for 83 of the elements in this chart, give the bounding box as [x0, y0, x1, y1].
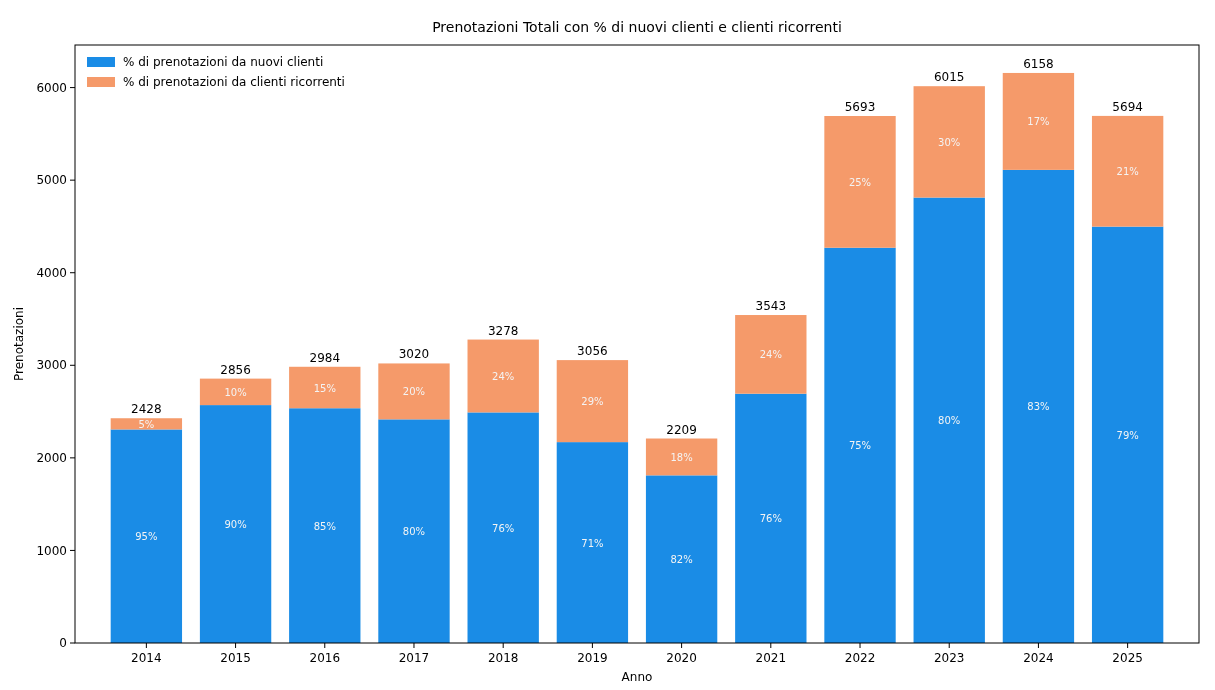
- total-label: 2856: [220, 362, 251, 377]
- bar: [645, 475, 718, 643]
- x-tick-label: 2016: [309, 651, 341, 665]
- y-tick-label: 1000: [36, 543, 67, 558]
- annotation: 82%: [670, 554, 693, 566]
- total-label: 3020: [398, 347, 430, 362]
- x-tick-label: 2020: [666, 651, 697, 665]
- total-label: 3543: [755, 299, 787, 314]
- x-tick-label: 2025: [1112, 651, 1143, 665]
- total-label: 2984: [309, 350, 341, 365]
- chart-title: Prenotazioni Totali con % di nuovi clienti e clienti ricorrenti: [432, 19, 842, 35]
- bar: [467, 412, 539, 643]
- y-tick-label: 6000: [36, 80, 67, 95]
- annotation: 85%: [313, 520, 336, 532]
- x-tick-label: 2021: [755, 651, 787, 665]
- total-label: 3056: [577, 344, 608, 359]
- annotation: 25%: [848, 176, 872, 188]
- total-label: 6015: [933, 70, 965, 85]
- total-label: 5693: [844, 100, 876, 114]
- y-tick-label: 4000: [36, 265, 67, 280]
- legend-label: % di prenotazioni da nuovi clienti: [123, 55, 324, 69]
- annotation: 95%: [135, 531, 158, 543]
- x-tick-label: 2017: [398, 651, 430, 665]
- annotation: 75%: [848, 440, 872, 452]
- bar: [467, 339, 539, 413]
- bar: [735, 315, 807, 394]
- total-label: 2209: [666, 422, 697, 437]
- y-tick-label: 0: [59, 636, 67, 651]
- x-tick-label: 2019: [577, 651, 608, 665]
- y-axis-title: Prenotazioni: [12, 307, 26, 381]
- bar: [378, 363, 450, 420]
- bar: [1002, 169, 1075, 643]
- annotation: 20%: [402, 386, 426, 398]
- annotation: 10%: [224, 386, 247, 398]
- x-tick-label: 2023: [933, 651, 965, 665]
- bar: [199, 405, 272, 643]
- annotation: 80%: [938, 415, 961, 427]
- annotation: 24%: [759, 349, 782, 361]
- bar: [289, 366, 361, 409]
- total-label: 5694: [1112, 99, 1143, 114]
- bar: [556, 360, 629, 443]
- annotation: 21%: [1116, 166, 1139, 178]
- annotation: 17%: [1027, 116, 1050, 128]
- y-tick-label: 5000: [36, 173, 67, 188]
- total-label: 6158: [1023, 56, 1054, 71]
- bar: [1091, 226, 1164, 643]
- total-label: 2428: [131, 402, 162, 417]
- annotation: 80%: [402, 526, 426, 538]
- bar: [824, 247, 896, 643]
- bar: [289, 408, 361, 643]
- x-tick-label: 2018: [487, 651, 519, 665]
- annotation: 76%: [492, 522, 515, 534]
- x-tick-label: 2014: [131, 651, 162, 665]
- annotation: 90%: [224, 519, 247, 531]
- annotation: 29%: [581, 396, 604, 408]
- annotation: 83%: [1027, 401, 1050, 413]
- legend-label: % di prenotazioni da clienti ricorrenti: [123, 75, 345, 89]
- bar: [1002, 72, 1075, 170]
- total-label: 3278: [487, 323, 519, 338]
- bar: [110, 429, 183, 643]
- bar: [199, 378, 272, 406]
- bar: [556, 442, 629, 643]
- y-tick-label: 2000: [36, 451, 67, 466]
- annotation: 79%: [1116, 429, 1139, 441]
- annotation: 24%: [492, 370, 515, 382]
- x-tick-label: 2022: [844, 651, 876, 665]
- bar: [735, 393, 807, 643]
- y-tick-label: 3000: [36, 358, 67, 373]
- bar: [913, 197, 985, 643]
- annotation: 76%: [759, 513, 782, 525]
- annotation: 5%: [138, 418, 155, 430]
- x-axis-title: Anno: [621, 670, 653, 684]
- bar: [913, 86, 985, 198]
- annotation: 30%: [938, 136, 961, 148]
- bar: [378, 419, 450, 643]
- bar: [824, 116, 896, 248]
- x-tick-label: 2015: [220, 651, 251, 665]
- x-tick-label: 2024: [1023, 651, 1054, 665]
- annotation: 18%: [670, 451, 693, 463]
- annotation: 71%: [581, 537, 604, 549]
- annotation: 15%: [313, 382, 336, 394]
- bar: [1091, 115, 1164, 227]
- bar: [645, 438, 718, 476]
